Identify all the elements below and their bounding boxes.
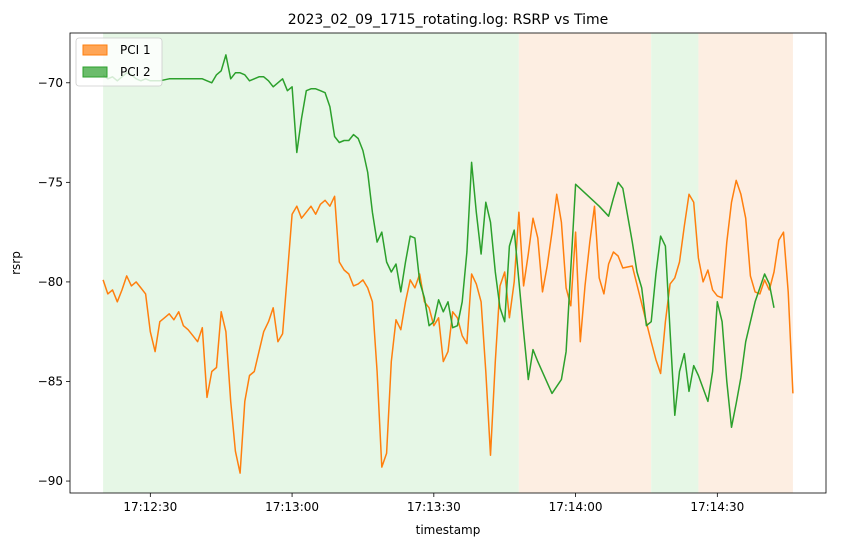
span-pci-1-3 xyxy=(698,33,793,493)
series-line-pci-1 xyxy=(102,179,794,474)
span-pci-2-0 xyxy=(103,33,519,493)
y-tick-label: −85 xyxy=(38,374,63,388)
serving-cell-spans xyxy=(103,33,793,493)
legend-swatch-pci-1 xyxy=(82,44,108,56)
legend-swatch-pci-2 xyxy=(82,66,108,78)
y-tick-label: −90 xyxy=(38,474,63,488)
x-tick-label: 17:12:30 xyxy=(123,500,177,514)
x-axis-title: timestamp xyxy=(416,523,481,537)
y-axis-title: rsrp xyxy=(9,251,23,275)
span-pci-2-2 xyxy=(651,33,699,493)
x-tick-label: 17:14:00 xyxy=(549,500,603,514)
y-axis-ticks: −90 −85 −80 −75 −70 xyxy=(38,76,70,488)
y-tick-label: −70 xyxy=(38,76,63,90)
plot-area-frame xyxy=(69,32,827,494)
chart-title: 2023_02_09_1715_rotating.log: RSRP vs Ti… xyxy=(288,12,609,28)
x-tick-label: 17:13:00 xyxy=(265,500,319,514)
legend: PCI 1 PCI 2 xyxy=(75,37,163,87)
series-lines xyxy=(102,54,794,474)
y-tick-label: −80 xyxy=(38,275,63,289)
span-pci-1-1 xyxy=(518,33,652,493)
x-axis-ticks: 17:12:30 17:13:00 17:13:30 17:14:00 17:14:30 xyxy=(123,493,744,514)
y-tick-label: −75 xyxy=(38,175,63,189)
legend-label-pci-2: PCI 2 xyxy=(120,65,151,79)
x-tick-label: 17:14:30 xyxy=(690,500,744,514)
x-tick-label: 17:13:30 xyxy=(407,500,461,514)
series-line-pci-2 xyxy=(102,54,775,429)
legend-label-pci-1: PCI 1 xyxy=(120,43,151,57)
